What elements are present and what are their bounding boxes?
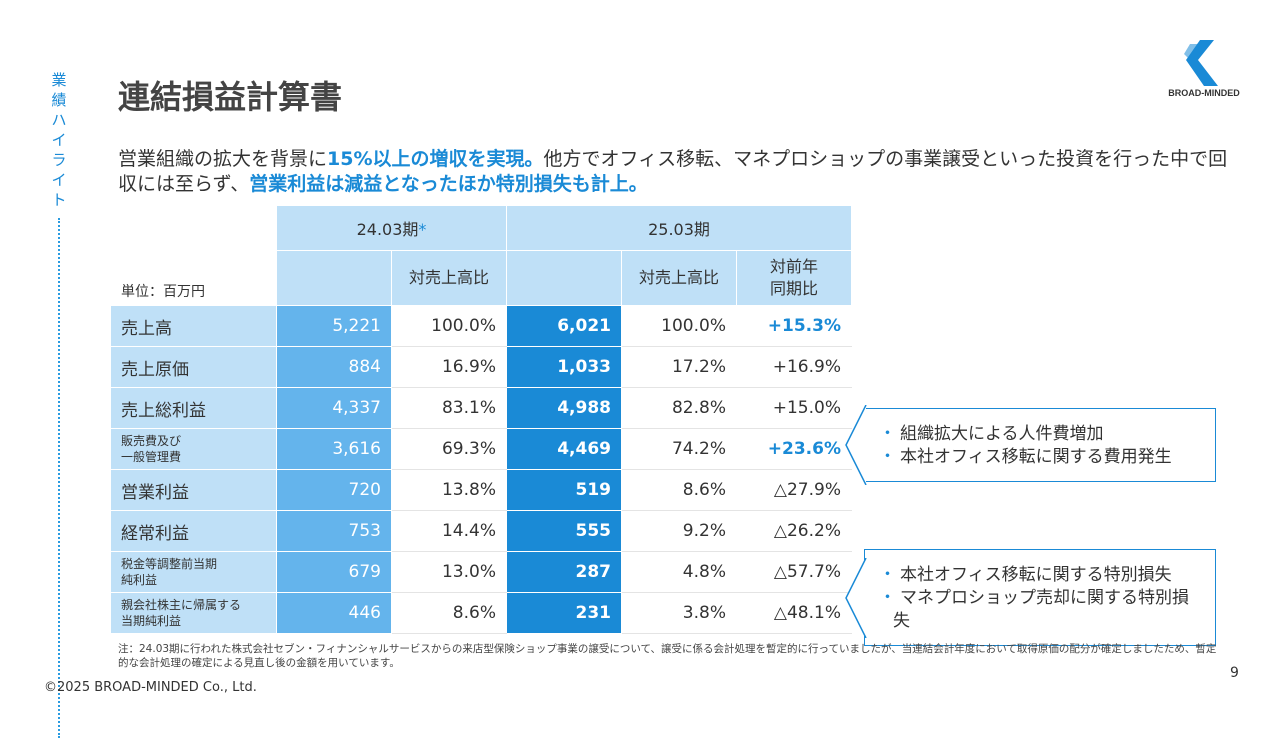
dotted-divider (58, 218, 60, 738)
value-25: 4,988 (506, 387, 622, 429)
value-25: 231 (506, 592, 622, 634)
value-24: 4,337 (276, 387, 392, 429)
ratio-25: 74.2% (621, 428, 737, 470)
yoy-value: +16.9% (736, 346, 852, 388)
broad-minded-logo-icon: BROAD-MINDED (1168, 40, 1240, 98)
row-label: 税金等調整前当期 純利益 (110, 551, 277, 593)
yoy-value: +15.3% (736, 305, 852, 347)
page-title: 連結損益計算書 (118, 78, 343, 116)
row-label: 売上原価 (110, 346, 277, 388)
ratio-header: 対売上高比 (391, 250, 507, 306)
row-label: 売上総利益 (110, 387, 277, 429)
value-24: 884 (276, 346, 392, 388)
ratio-24: 13.0% (391, 551, 507, 593)
yoy-value: +15.0% (736, 387, 852, 429)
section-label: 業 績 ハ イ ラ イ ト (48, 70, 70, 738)
value-24: 720 (276, 469, 392, 511)
lead-highlight-1: 15%以上の増収を実現。 (327, 148, 544, 170)
value-25: 555 (506, 510, 622, 552)
yoy-value: △57.7% (736, 551, 852, 593)
value-24: 5,221 (276, 305, 392, 347)
header-blank (276, 250, 392, 306)
ratio-25: 9.2% (621, 510, 737, 552)
ratio-25: 3.8% (621, 592, 737, 634)
value-25: 1,033 (506, 346, 622, 388)
table-row: 税金等調整前当期 純利益 679 13.0% 287 4.8% △57.7% (110, 551, 852, 593)
callout-list: ・組織拡大による人件費増加 ・本社オフィス移転に関する費用発生 (879, 423, 1199, 469)
logo-text: BROAD-MINDED (1168, 88, 1240, 98)
section-label-char: ト (51, 191, 67, 209)
lead-text: 営業組織の拡大を背景に15%以上の増収を実現。他方でオフィス移転、マネプロショッ… (118, 147, 1238, 197)
value-25: 6,021 (506, 305, 622, 347)
footnote: 注：24.03期に行われた株式会社セブン・フィナンシャルサービスからの来店型保険… (118, 643, 1217, 669)
ratio-24: 16.9% (391, 346, 507, 388)
value-24: 446 (276, 592, 392, 634)
net-income-callout: ・本社オフィス移転に関する特別損失 ・マネプロショップ売却に関する特別損失 (845, 549, 1216, 646)
row-label: 経常利益 (110, 510, 277, 552)
yoy-value: △48.1% (736, 592, 852, 634)
table-row: 売上総利益 4,337 83.1% 4,988 82.8% +15.0% (110, 387, 852, 429)
callout-item: ・本社オフィス移転に関する特別損失 (879, 565, 1172, 585)
callout-pointer-icon (845, 405, 867, 485)
table-row: 営業利益 720 13.8% 519 8.6% △27.9% (110, 469, 852, 511)
row-label: 売上高 (110, 305, 277, 347)
callout-list: ・本社オフィス移転に関する特別損失 ・マネプロショップ売却に関する特別損失 (879, 564, 1199, 633)
ratio-24: 100.0% (391, 305, 507, 347)
table-header-row: 単位：百万円 24.03期* 25.03期 (110, 205, 852, 306)
page-number: 9 (1230, 665, 1239, 681)
income-statement-table: 単位：百万円 24.03期* 25.03期 対売上高比 対売上高比 対前年 同期比… (110, 205, 852, 634)
ratio-24: 8.6% (391, 592, 507, 634)
lead-highlight-2: 営業利益は減益となったほか特別損失も計上。 (249, 173, 648, 195)
value-25: 4,469 (506, 428, 622, 470)
section-label-char: イ (51, 171, 67, 189)
value-25: 287 (506, 551, 622, 593)
period-24-header: 24.03期* (276, 205, 507, 251)
table-row: 売上高 5,221 100.0% 6,021 100.0% +15.3% (110, 305, 852, 347)
table-row: 売上原価 884 16.9% 1,033 17.2% +16.9% (110, 346, 852, 388)
ratio-24: 69.3% (391, 428, 507, 470)
ratio-25: 82.8% (621, 387, 737, 429)
value-24: 753 (276, 510, 392, 552)
header-blank (506, 250, 622, 306)
yoy-value: △27.9% (736, 469, 852, 511)
callout-item: ・マネプロショップ売却に関する特別損失 (879, 588, 1189, 631)
callout-item: ・組織拡大による人件費増加 (879, 424, 1104, 444)
callout-item: ・本社オフィス移転に関する費用発生 (879, 447, 1172, 467)
section-label-char: ラ (51, 151, 67, 169)
row-label: 営業利益 (110, 469, 277, 511)
ratio-24: 13.8% (391, 469, 507, 511)
lead-part-1: 営業組織の拡大を背景に (118, 148, 328, 170)
callout-pointer-icon (845, 557, 867, 638)
ratio-24: 83.1% (391, 387, 507, 429)
yoy-value: +23.6% (736, 428, 852, 470)
section-label-char: ハ (51, 111, 67, 129)
ratio-25: 100.0% (621, 305, 737, 347)
period-25-header: 25.03期 (506, 205, 852, 251)
row-label: 販売費及び 一般管理費 (110, 428, 277, 470)
yoy-header: 対前年 同期比 (736, 250, 852, 306)
copyright: ©2025 BROAD-MINDED Co., Ltd. (44, 680, 257, 695)
row-label: 親会社株主に帰属する 当期純利益 (110, 592, 277, 634)
table-subheader-row: 対売上高比 対売上高比 対前年 同期比 (111, 250, 852, 306)
ratio-24: 14.4% (391, 510, 507, 552)
ratio-header: 対売上高比 (621, 250, 737, 306)
value-24: 3,616 (276, 428, 392, 470)
ratio-25: 4.8% (621, 551, 737, 593)
company-logo: BROAD-MINDED (1164, 38, 1244, 98)
value-24: 679 (276, 551, 392, 593)
section-label-char: 績 (51, 91, 67, 109)
unit-label: 単位：百万円 (110, 205, 277, 306)
lead-part-2: 他方でオフィス移転、マネプロショップの事業譲受といった投資を行った中で回収には至… (118, 148, 1228, 195)
ratio-25: 17.2% (621, 346, 737, 388)
table-row: 販売費及び 一般管理費 3,616 69.3% 4,469 74.2% +23.6… (110, 428, 852, 470)
value-25: 519 (506, 469, 622, 511)
ratio-25: 8.6% (621, 469, 737, 511)
table-row: 経常利益 753 14.4% 555 9.2% △26.2% (110, 510, 852, 552)
section-label-char: 業 (51, 71, 67, 89)
sga-callout: ・組織拡大による人件費増加 ・本社オフィス移転に関する費用発生 (845, 405, 1216, 485)
table-row: 親会社株主に帰属する 当期純利益 446 8.6% 231 3.8% △48.1% (110, 592, 852, 634)
section-label-char: イ (51, 131, 67, 149)
yoy-value: △26.2% (736, 510, 852, 552)
